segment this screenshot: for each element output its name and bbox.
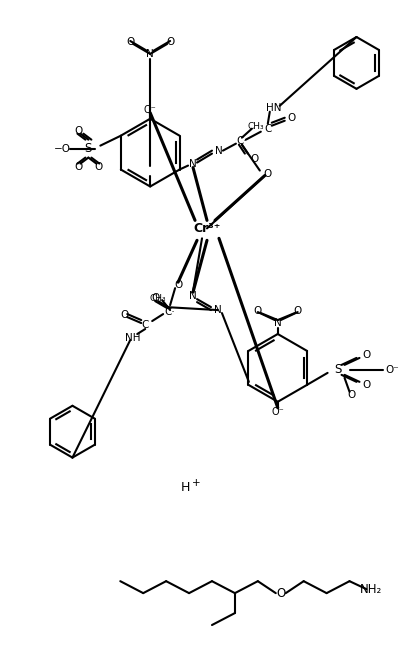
Text: C: C xyxy=(263,124,271,134)
Text: N: N xyxy=(146,49,154,59)
Text: Cr³⁺: Cr³⁺ xyxy=(193,222,220,235)
Text: S: S xyxy=(85,142,92,155)
Text: CH₃: CH₃ xyxy=(150,293,166,303)
Text: O: O xyxy=(126,37,134,47)
Text: O⁻: O⁻ xyxy=(271,407,283,417)
Text: S: S xyxy=(333,363,340,377)
Text: C·: C· xyxy=(236,135,247,145)
Text: C·: C· xyxy=(164,307,175,317)
Text: H: H xyxy=(180,481,189,494)
Text: N: N xyxy=(189,159,197,169)
Text: O⁻: O⁻ xyxy=(143,105,156,115)
Text: +: + xyxy=(191,478,200,488)
Text: O: O xyxy=(287,113,295,123)
Text: HN: HN xyxy=(266,103,281,113)
Text: NH₂: NH₂ xyxy=(359,583,382,596)
Text: O: O xyxy=(166,37,174,47)
Text: O: O xyxy=(250,153,259,163)
Text: O: O xyxy=(361,350,370,360)
Text: O: O xyxy=(74,126,82,136)
Text: CH₃: CH₃ xyxy=(247,122,263,131)
Text: O: O xyxy=(120,310,128,320)
Text: NH: NH xyxy=(124,333,140,343)
Text: N: N xyxy=(189,291,197,301)
Text: O: O xyxy=(74,161,82,172)
Text: O: O xyxy=(94,161,102,172)
Text: O: O xyxy=(253,306,261,316)
Text: O: O xyxy=(275,587,285,600)
Text: O: O xyxy=(173,280,182,290)
Text: O: O xyxy=(293,306,301,316)
Text: O: O xyxy=(263,169,271,178)
Text: N: N xyxy=(214,305,221,315)
Text: N: N xyxy=(273,318,281,328)
Text: −O: −O xyxy=(54,143,71,153)
Text: O⁻: O⁻ xyxy=(385,365,398,375)
Text: O: O xyxy=(347,390,355,400)
Text: O: O xyxy=(151,293,159,303)
Text: C: C xyxy=(141,320,149,330)
Text: O: O xyxy=(361,380,370,390)
Text: N: N xyxy=(215,145,222,155)
